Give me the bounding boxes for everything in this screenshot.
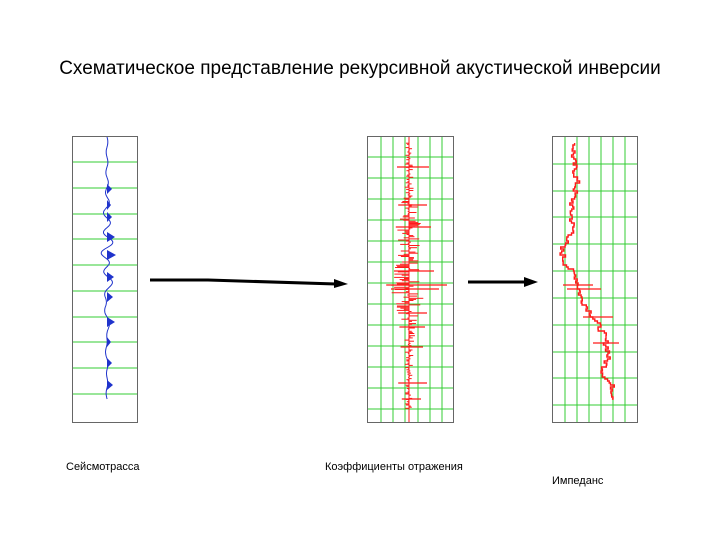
arrowhead (524, 277, 538, 287)
caption-reflection-coefficients: Коэффициенты отражения (325, 461, 463, 473)
seismic-peak (107, 250, 116, 260)
seismic-peak (107, 358, 112, 368)
seismic-peak (107, 292, 113, 302)
seismic-peak (107, 200, 111, 210)
seismic-peak (107, 337, 111, 347)
arrowhead (334, 279, 348, 288)
arrow-shaft (150, 278, 337, 286)
seismic-peak (107, 272, 114, 282)
seismic-peak (107, 184, 112, 194)
impedance-plot (553, 137, 637, 422)
reflectivity-panel (367, 136, 454, 423)
page-title: Схематическое представление рекурсивной … (59, 58, 661, 79)
caption-seismic-trace: Сейсмотрасса (66, 461, 140, 473)
seismic-peak (107, 380, 113, 390)
impedance-panel (552, 136, 638, 423)
seismic-wiggle (100, 137, 114, 400)
seismic-peak (107, 232, 115, 242)
impedance-curve (559, 143, 615, 400)
seismic-peak (107, 212, 112, 222)
arrow-to-impedance (468, 277, 538, 287)
seismic-trace-panel (72, 136, 138, 423)
seismic-peak (107, 317, 115, 327)
reflectivity-plot (368, 137, 453, 422)
arrow-to-reflectivity (150, 278, 348, 288)
seismic-trace-plot (73, 137, 137, 400)
caption-impedance: Импеданс (552, 475, 604, 487)
